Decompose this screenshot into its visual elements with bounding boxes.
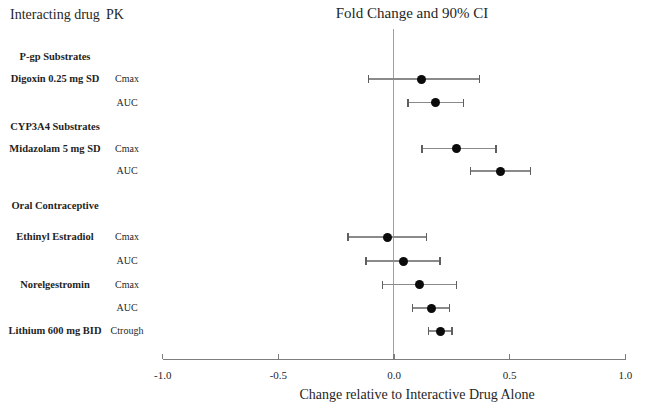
pk-parameter-label: Cmax [115, 232, 139, 242]
drug-label: Ethinyl Estradiol [16, 232, 93, 243]
point-estimate-marker [427, 304, 436, 313]
column-header-interacting-drug: Interacting drug [10, 8, 100, 22]
point-estimate-marker [383, 233, 392, 242]
drug-label: Lithium 600 mg BID [8, 326, 101, 337]
pk-parameter-label: Ctrough [111, 326, 144, 336]
ci-cap-low [470, 167, 472, 175]
drug-label: Digoxin 0.25 mg SD [11, 74, 100, 85]
x-axis-tick-label: 0.0 [387, 369, 401, 380]
forest-plot-figure: Interacting drug PK Fold Change and 90% … [0, 0, 648, 413]
ci-cap-high [451, 327, 453, 335]
x-axis-tick-label: 1.0 [618, 369, 632, 380]
pk-parameter-label: Cmax [115, 74, 139, 84]
point-estimate-marker [417, 75, 426, 84]
ci-cap-high [439, 257, 441, 265]
point-estimate-marker [431, 98, 440, 107]
point-estimate-marker [452, 144, 461, 153]
ci-cap-high [463, 99, 465, 107]
point-estimate-marker [496, 167, 505, 176]
ci-cap-high [449, 304, 451, 312]
ci-cap-low [412, 304, 414, 312]
point-estimate-marker [399, 257, 408, 266]
x-axis-tick [393, 354, 395, 360]
drug-label: Midazolam 5 mg SD [9, 143, 100, 154]
pk-parameter-label: AUC [116, 256, 137, 266]
x-axis-tick [509, 354, 511, 360]
pk-parameter-label: AUC [116, 98, 137, 108]
x-axis-tick [162, 354, 164, 360]
ci-cap-low [428, 327, 430, 335]
pk-parameter-label: Cmax [115, 280, 139, 290]
chart-title: Fold Change and 90% CI [336, 6, 488, 21]
pk-parameter-label: AUC [116, 303, 137, 313]
section-label: P-gp Substrates [20, 52, 91, 63]
ci-cap-low [368, 75, 370, 83]
ci-cap-low [407, 99, 409, 107]
ci-cap-low [421, 145, 423, 153]
point-estimate-marker [415, 280, 424, 289]
section-label: Oral Contraceptive [11, 201, 98, 212]
point-estimate-marker [436, 327, 445, 336]
section-label: CYP3A4 Substrates [10, 122, 100, 133]
ci-cap-high [530, 167, 532, 175]
x-axis-tick-label: -0.5 [270, 369, 287, 380]
x-axis-label: Change relative to Interactive Drug Alon… [299, 388, 534, 402]
ci-cap-high [456, 281, 458, 289]
x-axis-tick [625, 354, 627, 360]
x-axis-tick [278, 354, 280, 360]
ci-cap-low [347, 233, 349, 241]
ci-cap-low [365, 257, 367, 265]
pk-parameter-label: Cmax [115, 144, 139, 154]
ci-cap-low [382, 281, 384, 289]
column-header-pk: PK [106, 8, 124, 22]
ci-cap-high [479, 75, 481, 83]
ci-cap-high [426, 233, 428, 241]
ci-cap-high [495, 145, 497, 153]
x-axis-tick-label: 0.5 [503, 369, 517, 380]
x-axis-tick-label: -1.0 [154, 369, 171, 380]
pk-parameter-label: AUC [116, 166, 137, 176]
drug-label: Norelgestromin [20, 279, 90, 290]
